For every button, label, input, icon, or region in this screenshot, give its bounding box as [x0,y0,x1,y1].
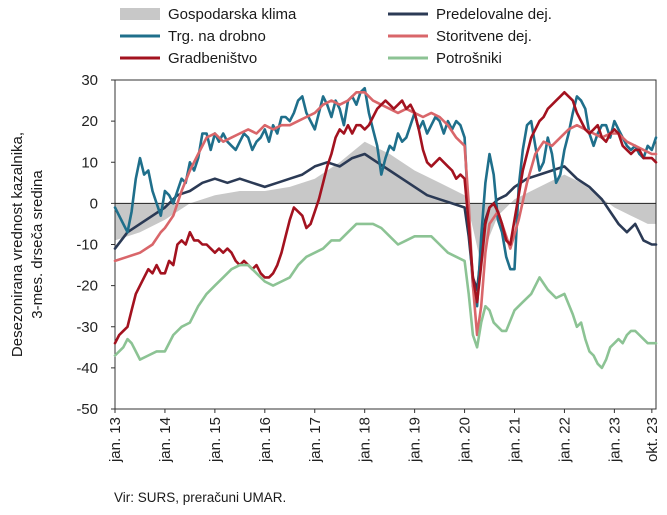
y-tick-label: -30 [76,319,98,336]
series-trg-na-drobno-line [113,86,658,308]
legend-item-predelovalne-dej: Predelovalne dej. [388,6,552,23]
y-tick-label: -10 [76,237,98,254]
y-tick-label: 10 [81,154,98,171]
plot-border [114,79,657,410]
x-tick-label: jan. 22 [556,417,573,463]
source-note: Vir: SURS, preračuni UMAR. [114,490,287,505]
x-tick-label: jan. 16 [257,417,274,463]
x-tick-label: jan. 23 [606,417,623,463]
legend: Gospodarska klima Predelovalne dej. Trg. n… [120,6,552,67]
legend-item-potrosniki: Potrošniki [388,50,502,67]
legend-label: Gospodarska klima [168,6,297,23]
legend-item-trg-na-drobno: Trg. na drobno [120,28,266,45]
legend-label: Gradbeništvo [168,50,257,67]
y-tick-label: 20 [81,113,98,130]
y-tick-label: 0 [90,195,98,212]
y-tick-label: -20 [76,278,98,295]
legend-label: Storitvene dej. [436,28,532,45]
x-tick-label: okt. 23 [644,417,661,462]
series-gradbenistvo-line [113,91,658,345]
legend-item-gradbenistvo: Gradbeništvo [120,50,257,67]
plot-frame [114,79,657,410]
y-axis-label-line: Desezonirana vrednost kazalnika, [9,132,26,357]
x-axis-ticks: jan. 13 jan. 14 jan. 15 jan. 16 jan. 17 jan. … [107,409,661,463]
x-tick-label: jan. 18 [357,417,374,463]
y-axis-ticks: 30 20 10 0 -10 -20 -30 -40 -50 [76,72,115,418]
x-tick-label: jan. 17 [307,417,324,463]
series-potrosniki-line [113,222,658,370]
x-tick-label: jan. 20 [457,417,474,463]
plot-area [113,79,658,410]
x-tick-label: jan. 21 [507,417,524,463]
y-tick-label: -50 [76,401,98,418]
y-axis-label-line: 3-mes. drseča sredina [29,170,46,319]
legend-swatch [120,8,160,20]
y-tick-label: -40 [76,360,98,377]
legend-item-storitvene-dej: Storitvene dej. [388,28,532,45]
series-storitvene-dej-line [113,91,658,337]
legend-label: Predelovalne dej. [436,6,552,23]
legend-label: Trg. na drobno [168,28,266,45]
series-predelovalne-dej-line [113,152,658,291]
x-tick-label: jan. 14 [157,417,174,463]
x-tick-label: jan. 15 [207,417,224,463]
line-series [113,86,658,370]
legend-label: Potrošniki [436,50,502,67]
x-tick-label: jan. 19 [407,417,424,463]
y-axis-label: Desezonirana vrednost kazalnika, 3-mes. d… [9,132,46,357]
y-tick-label: 30 [81,72,98,89]
x-tick-label: jan. 13 [107,417,124,463]
legend-item-gospodarska-klima: Gospodarska klima [120,6,297,23]
